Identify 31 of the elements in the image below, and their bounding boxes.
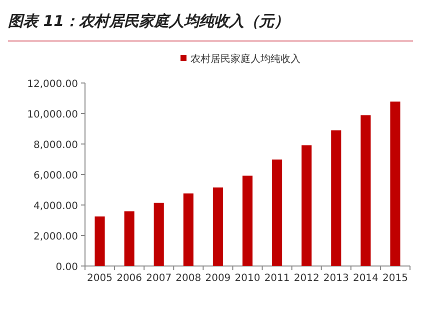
x-tick-label: 2006 <box>116 273 142 284</box>
bar <box>302 145 312 266</box>
y-tick-label: 12,000.00 <box>27 79 78 90</box>
chart-title: 图表 11：农村居民家庭人均纯收入（元） <box>8 12 290 30</box>
bar <box>242 176 253 266</box>
legend-label: 农村居民家庭人均纯收入 <box>190 53 300 65</box>
bar <box>360 115 371 266</box>
y-tick-label: 0.00 <box>56 262 78 273</box>
bar <box>331 130 342 266</box>
x-tick-label: 2007 <box>146 273 172 284</box>
bar <box>94 216 105 266</box>
y-tick-label: 2,000.00 <box>33 232 78 242</box>
bar <box>390 102 400 266</box>
bar <box>183 193 194 266</box>
x-tick-label: 2005 <box>87 273 112 284</box>
x-tick-label: 2011 <box>264 273 290 284</box>
y-tick-label: 4,000.00 <box>33 201 78 212</box>
y-tick-label: 8,000.00 <box>33 140 78 151</box>
bar <box>272 160 282 266</box>
x-tick-label: 2008 <box>176 273 202 284</box>
bar <box>212 187 223 266</box>
y-tick-label: 6,000.00 <box>33 170 78 182</box>
x-tick-label: 2010 <box>234 273 260 284</box>
x-tick-label: 2012 <box>294 273 320 284</box>
y-tick-label: 10,000.00 <box>27 110 78 120</box>
x-tick-label: 2009 <box>205 273 231 284</box>
bar <box>154 202 164 266</box>
bar <box>124 211 134 266</box>
x-tick-label: 2013 <box>323 273 349 284</box>
x-tick-label: 2014 <box>352 273 378 284</box>
x-tick-label: 2015 <box>382 273 408 284</box>
